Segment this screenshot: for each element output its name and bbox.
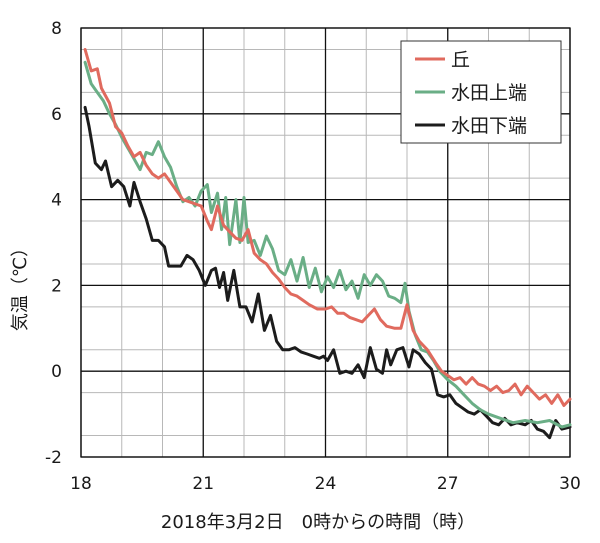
y-tick-labels: -2 0 2 4 6 8 <box>45 19 62 468</box>
y-tick-label: 6 <box>51 105 62 125</box>
plot-frame <box>80 27 571 458</box>
series-line-oka <box>83 48 572 407</box>
y-tick-label: -2 <box>45 448 62 468</box>
series-layer <box>83 48 572 440</box>
legend-label-paddy-upper: 水田上端 <box>451 82 527 104</box>
x-tick-labels: 18 21 24 27 30 <box>70 474 581 494</box>
series-line-paddy-upper <box>83 60 572 429</box>
y-tick-label: 0 <box>51 362 62 382</box>
x-tick-label: 27 <box>437 474 459 494</box>
x-tick-label: 18 <box>70 474 92 494</box>
legend: 丘 水田上端 水田下端 <box>400 40 562 144</box>
x-tick-label: 24 <box>315 474 337 494</box>
y-tick-label: 2 <box>51 276 62 296</box>
y-tick-label: 4 <box>51 191 62 211</box>
x-axis-title: 2018年3月2日 0時からの時間（時） <box>161 512 475 533</box>
y-axis-title: 気温（℃） <box>10 239 31 331</box>
legend-label-paddy-lower: 水田下端 <box>451 115 527 137</box>
x-tick-label: 21 <box>192 474 214 494</box>
x-tick-label: 30 <box>559 474 581 494</box>
legend-label-oka: 丘 <box>451 49 470 71</box>
y-tick-label: 8 <box>51 19 62 39</box>
